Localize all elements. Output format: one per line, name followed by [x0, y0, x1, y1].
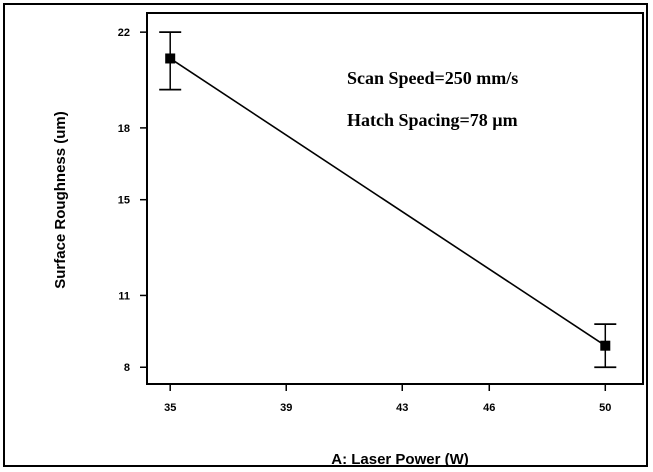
y-tick-labels: 8 11 15 18 22	[118, 27, 130, 374]
x-tick-label-46: 46	[483, 402, 495, 414]
y-tick-label-11: 11	[118, 290, 130, 302]
x-tick-label-50: 50	[599, 402, 611, 414]
x-tick-label-35: 35	[164, 402, 176, 414]
figure-frame	[3, 3, 648, 467]
series-line	[169, 57, 606, 347]
tick-marks	[140, 31, 607, 391]
x-axis-title: A: Laser Power (W)	[331, 451, 469, 468]
data-series	[159, 31, 617, 369]
annotation-scan-speed: Scan Speed=250 mm/s	[347, 68, 518, 88]
x-tick-labels: 35 39 43 46 50	[164, 402, 611, 414]
plot-area-border	[146, 12, 644, 385]
x-tick-label-39: 39	[280, 402, 292, 414]
y-tick-label-15: 15	[118, 195, 130, 207]
y-tick-label-22: 22	[118, 27, 130, 39]
data-point-1	[600, 340, 611, 351]
data-point-0	[165, 53, 176, 64]
y-tick-label-18: 18	[118, 123, 130, 135]
x-tick-label-43: 43	[396, 402, 408, 414]
y-axis-title: Surface Roughness (um)	[52, 111, 69, 289]
chart-axes	[146, 12, 644, 385]
annotation-hatch-spacing: Hatch Spacing=78 µm	[347, 110, 518, 130]
y-tick-label-8: 8	[124, 362, 130, 374]
